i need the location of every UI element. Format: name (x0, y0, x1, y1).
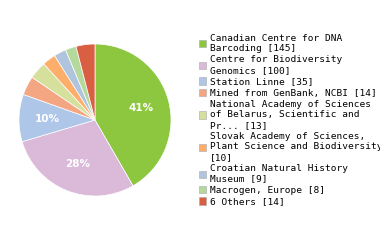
Wedge shape (55, 50, 95, 120)
Legend: Canadian Centre for DNA
Barcoding [145], Centre for Biodiversity
Genomics [100],: Canadian Centre for DNA Barcoding [145],… (198, 34, 380, 206)
Text: 41%: 41% (129, 103, 154, 113)
Wedge shape (66, 46, 95, 120)
Wedge shape (44, 56, 95, 120)
Wedge shape (22, 120, 133, 196)
Wedge shape (24, 77, 95, 120)
Wedge shape (32, 64, 95, 120)
Wedge shape (19, 94, 95, 142)
Text: 10%: 10% (35, 114, 60, 124)
Wedge shape (95, 44, 171, 186)
Text: 28%: 28% (65, 159, 90, 169)
Wedge shape (76, 44, 95, 120)
